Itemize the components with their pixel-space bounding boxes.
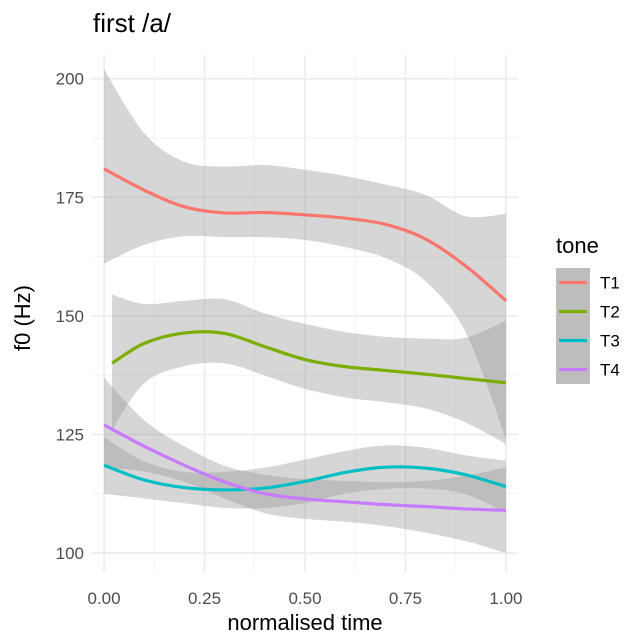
- x-axis-ticks: 0.00 0.25 0.50 0.75 1.00: [88, 589, 523, 608]
- y-tick-label: 100: [56, 544, 84, 563]
- series-line-t3: [103, 463, 507, 492]
- ribbon-t2: [112, 294, 506, 444]
- series-line-t1: [103, 167, 507, 302]
- x-axis-title: normalised time: [227, 610, 382, 635]
- chart-title: first /a/: [93, 8, 172, 38]
- x-tick-label: 1.00: [489, 589, 522, 608]
- legend-label-t2: T2: [600, 303, 620, 322]
- y-axis-ticks: 100 125 150 175 200: [56, 70, 84, 563]
- series-line-t2: [111, 330, 507, 385]
- legend: tone T1 T2 T3 T4: [556, 233, 620, 384]
- x-tick-label: 0.75: [389, 589, 422, 608]
- legend-label-t3: T3: [600, 332, 620, 351]
- legend-title: tone: [556, 233, 599, 258]
- y-tick-label: 125: [56, 425, 84, 444]
- legend-label-t1: T1: [600, 274, 620, 293]
- y-axis-title: f0 (Hz): [10, 285, 35, 351]
- ribbon-t1: [104, 69, 506, 440]
- x-tick-label: 0.50: [288, 589, 321, 608]
- series-line-t4: [103, 423, 506, 512]
- y-tick-label: 175: [56, 188, 84, 207]
- ribbon-t3: [104, 436, 506, 513]
- y-tick-label: 150: [56, 307, 84, 326]
- series-lines: [103, 167, 507, 512]
- ribbon-t4: [104, 377, 506, 554]
- x-tick-label: 0.25: [188, 589, 221, 608]
- legend-label-t4: T4: [600, 361, 620, 380]
- y-tick-label: 200: [56, 70, 84, 89]
- x-tick-label: 0.00: [88, 589, 121, 608]
